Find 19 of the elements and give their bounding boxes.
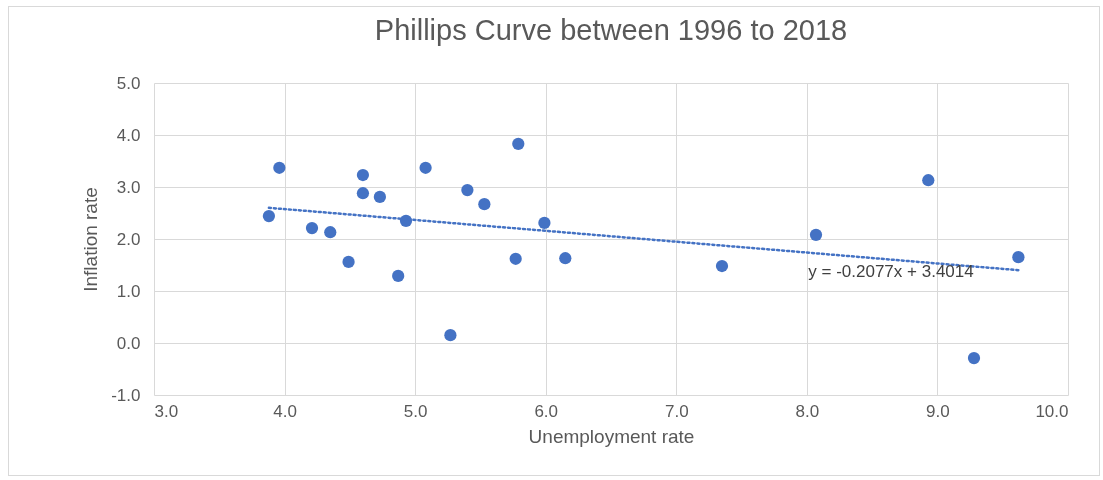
y-tick-label: 2.0 bbox=[116, 229, 141, 249]
x-tick-label: 9.0 bbox=[926, 401, 950, 421]
x-tick-label: 6.0 bbox=[534, 401, 559, 421]
y-tick-label: 4.0 bbox=[116, 125, 141, 145]
x-tick-label: 3.0 bbox=[154, 401, 179, 421]
y-tick-label: 0.0 bbox=[116, 333, 141, 353]
y-tick-label: 1.0 bbox=[116, 281, 141, 301]
annotation: y = -0.2077x + 3.4014 bbox=[808, 262, 974, 281]
x-axis-title: Unemployment rate bbox=[528, 425, 695, 447]
y-tick-label: -1.0 bbox=[111, 385, 141, 405]
x-tick-label: 5.0 bbox=[403, 401, 428, 421]
x-tick-label: 10.0 bbox=[1035, 401, 1069, 421]
chart-title: Phillips Curve between 1996 to 2018 bbox=[374, 14, 848, 46]
x-tick-label: 8.0 bbox=[795, 401, 820, 421]
x-tick-label: 4.0 bbox=[273, 401, 297, 421]
x-tick-label: 7.0 bbox=[664, 401, 689, 421]
y-axis-title: Inflation rate bbox=[80, 187, 102, 292]
y-tick-label: 3.0 bbox=[116, 177, 141, 197]
y-tick-label: 5.0 bbox=[116, 73, 141, 93]
